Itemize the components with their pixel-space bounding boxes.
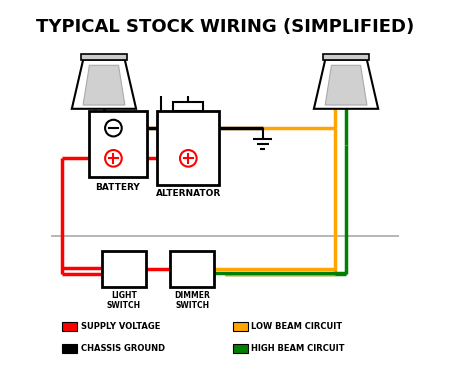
Text: BATTERY: BATTERY <box>95 183 140 192</box>
Bar <box>63 322 77 331</box>
Text: TYPICAL STOCK WIRING (SIMPLIFIED): TYPICAL STOCK WIRING (SIMPLIFIED) <box>36 18 414 37</box>
Polygon shape <box>323 54 369 60</box>
Circle shape <box>180 150 197 166</box>
Text: DIMMER
SWITCH: DIMMER SWITCH <box>174 291 210 310</box>
Text: ALTERNATOR: ALTERNATOR <box>156 189 221 198</box>
Bar <box>157 111 219 185</box>
Bar <box>89 111 148 177</box>
Polygon shape <box>325 65 367 105</box>
Bar <box>63 344 77 353</box>
Bar <box>233 344 248 353</box>
Bar <box>173 102 203 111</box>
Text: HIGH BEAM CIRCUIT: HIGH BEAM CIRCUIT <box>252 344 345 353</box>
Polygon shape <box>81 54 127 60</box>
Polygon shape <box>72 60 136 109</box>
Bar <box>233 322 248 331</box>
Polygon shape <box>314 60 378 109</box>
Text: SUPPLY VOLTAGE: SUPPLY VOLTAGE <box>81 322 161 331</box>
Bar <box>170 251 214 287</box>
Text: LIGHT
SWITCH: LIGHT SWITCH <box>107 291 141 310</box>
Polygon shape <box>83 65 125 105</box>
Text: LOW BEAM CIRCUIT: LOW BEAM CIRCUIT <box>252 322 342 331</box>
Circle shape <box>105 120 122 136</box>
Text: CHASSIS GROUND: CHASSIS GROUND <box>81 344 166 353</box>
Bar <box>102 251 145 287</box>
Circle shape <box>105 150 122 166</box>
